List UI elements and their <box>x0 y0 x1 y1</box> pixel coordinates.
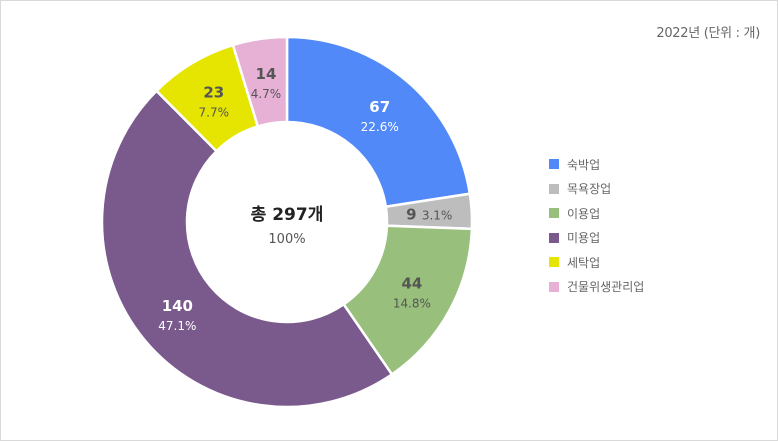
legend-item[interactable]: 목욕장업 <box>549 177 644 202</box>
legend-swatch <box>549 257 559 268</box>
slice-6 <box>231 35 289 128</box>
slice-value: 23 <box>203 84 224 102</box>
center-percent: 100% <box>268 232 305 247</box>
legend-item[interactable]: 숙박업 <box>549 152 644 177</box>
legend-label: 세탁업 <box>567 255 601 270</box>
legend-swatch <box>549 208 559 219</box>
slice-percent: 47.1% <box>158 319 196 333</box>
slice-percent: 7.7% <box>199 106 230 120</box>
legend-swatch <box>549 183 559 194</box>
legend-swatch <box>549 232 559 243</box>
legend-label: 이용업 <box>567 206 601 221</box>
legend-item[interactable]: 세탁업 <box>549 250 644 275</box>
center-total: 총 297개 <box>251 205 324 225</box>
legend-label: 건물위생관리업 <box>567 280 645 295</box>
legend-swatch <box>549 159 559 170</box>
slice-percent: 4.7% <box>251 87 282 101</box>
legend-label: 미용업 <box>567 231 601 246</box>
legend-item[interactable]: 미용업 <box>549 226 644 251</box>
slice-4 <box>100 89 394 409</box>
legend-label: 숙박업 <box>567 157 601 172</box>
legend-label: 목욕장업 <box>567 182 612 197</box>
slice-percent: 14.8% <box>393 297 431 311</box>
legend-item[interactable]: 건물위생관리업 <box>549 275 644 300</box>
unit-label: 2022년 (단위 : 개) <box>656 26 760 41</box>
legend-swatch <box>549 281 559 292</box>
slice-1 <box>285 35 472 209</box>
slice-value: 14 <box>256 65 277 83</box>
legend-item[interactable]: 이용업 <box>549 201 644 226</box>
slice-percent: 22.6% <box>361 120 399 134</box>
slice-value: 140 <box>162 297 193 315</box>
slice-label: 9 3.1% <box>406 206 452 224</box>
slice-value: 67 <box>369 98 390 116</box>
slice-value: 44 <box>401 275 422 293</box>
